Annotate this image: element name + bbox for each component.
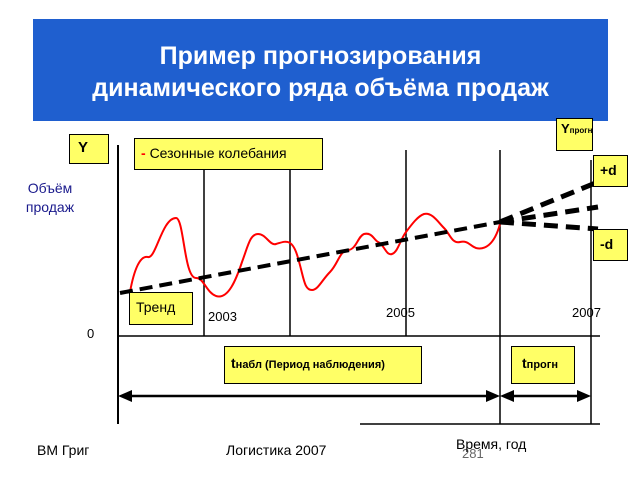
observation-t: t	[231, 355, 236, 371]
forecast-arrow-right-head	[577, 390, 591, 402]
minus-d-box: -d	[593, 229, 628, 261]
title-line-2: динамического ряда объёма продаж	[92, 74, 549, 102]
minus-d-label: -d	[600, 236, 614, 252]
trend-line	[119, 220, 501, 295]
observation-sub: набл	[235, 359, 262, 371]
observation-text: (Период наблюдения)	[261, 359, 385, 371]
trend-legend-box: Тренд	[129, 292, 193, 325]
observation-arrow-left-head	[118, 390, 132, 402]
seasonal-legend-label: Сезонные колебания	[149, 145, 287, 161]
forecast-sub: прогн	[526, 359, 558, 371]
y-axis-box: Y	[69, 134, 109, 164]
plus-d-label: +d	[600, 162, 617, 178]
observation-period-box: tнабл (Период наблюдения)	[224, 346, 422, 384]
forecast-lower	[499, 219, 599, 232]
forecast-upper	[499, 179, 599, 225]
seasonal-legend-box: - Сезонные колебания	[134, 138, 323, 170]
y-axis-label-line-1: Объём	[27, 180, 73, 196]
y-axis-label-line-2: продаж	[25, 199, 75, 215]
forecast-trend	[499, 204, 599, 225]
y-axis-box-label: Y	[78, 139, 89, 156]
trend-legend-label: Тренд	[136, 299, 176, 315]
origin-label: 0	[87, 326, 95, 341]
forecast-arrow-left-head	[500, 390, 514, 402]
seasonal-curve	[129, 212, 501, 298]
year-label-2003: 2003	[208, 309, 237, 324]
x-axis-label: Время, год	[456, 436, 527, 452]
footer-course: Логистика 2007	[226, 442, 327, 458]
y-forecast-box: Yпрогн	[556, 118, 593, 151]
observation-arrow-right-head	[486, 390, 500, 402]
y-forecast-label: Y	[561, 121, 570, 136]
year-label-2007: 2007	[572, 305, 601, 320]
year-label-2005: 2005	[386, 305, 415, 320]
y-axis-label: Объём продаж	[20, 179, 80, 217]
forecast-t: t	[522, 355, 527, 371]
footer-page: 281	[462, 446, 484, 461]
title-line-1: Пример прогнозирования	[159, 42, 482, 70]
y-forecast-sub: прогн	[569, 126, 593, 135]
forecast-period-box: tпрогн	[511, 346, 575, 384]
title-banner: Пример прогнозирования динамического ряд…	[33, 19, 608, 121]
plus-d-box: +d	[593, 155, 628, 187]
seasonal-legend-dash: -	[141, 145, 146, 161]
footer-author: ВМ Григ	[37, 442, 90, 458]
